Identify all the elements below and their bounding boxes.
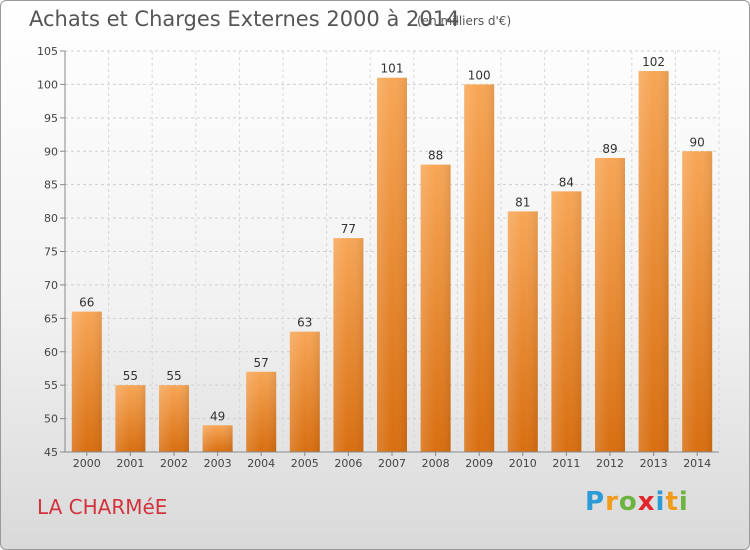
x-tick-label: 2011 [552,457,580,470]
y-tick-label: 70 [44,279,58,292]
logo-letter: i [655,487,666,517]
bar-sheen [333,238,364,452]
x-tick-label: 2013 [640,457,668,470]
y-tick-label: 100 [37,78,58,91]
bar-sheen [115,385,146,452]
bar-sheen [159,385,189,452]
bar-sheen [377,77,407,452]
bar-sheen [682,151,713,452]
bar-sheen [638,71,669,453]
proxiti-logo: Proxiti [585,487,689,517]
x-tick-label: 2012 [596,457,624,470]
y-tick-label: 80 [44,212,58,225]
logo-letter: x [637,487,656,517]
y-tick-label: 105 [37,45,58,58]
data-label: 89 [602,142,617,156]
logo-letter: P [585,487,606,517]
bar-sheen [289,331,320,452]
data-label: 63 [297,316,312,330]
bar-sheen [464,84,495,453]
x-tick-label: 2006 [334,457,362,470]
y-tick-label: 75 [44,246,58,259]
data-label: 49 [210,409,225,423]
x-tick-label: 2010 [509,457,537,470]
data-label: 101 [381,62,404,76]
x-tick-label: 2007 [378,457,406,470]
data-label: 100 [468,68,491,82]
logo-letter: t [665,487,679,517]
data-label: 88 [428,149,443,163]
y-tick-label: 90 [44,145,58,158]
data-label: 90 [690,135,705,149]
x-tick-label: 2005 [291,457,319,470]
bar-sheen [551,191,582,452]
x-tick-label: 2008 [422,457,450,470]
x-tick-label: 2001 [116,457,144,470]
data-label: 57 [254,356,269,370]
bar-sheen [246,371,277,452]
x-tick-label: 2004 [247,457,275,470]
y-tick-label: 60 [44,346,58,359]
data-label: 81 [515,195,530,209]
y-tick-label: 55 [44,379,58,392]
bar-sheen [202,425,233,452]
y-tick-label: 50 [44,413,58,426]
data-label: 84 [559,175,574,189]
logo-letter: i [678,487,689,517]
data-label: 55 [123,369,138,383]
place-name: LA CHARMéE [37,495,168,519]
logo-letter: r [605,487,619,517]
x-tick-label: 2002 [160,457,188,470]
bar-sheen [595,157,625,452]
chart-subtitle: (en milliers d'€) [417,14,512,28]
x-tick-label: 2009 [465,457,493,470]
bar-sheen [420,164,451,452]
logo-letter: o [618,487,638,517]
x-tick-label: 2000 [73,457,101,470]
data-label: 77 [341,222,356,236]
data-label: 55 [166,369,181,383]
x-tick-label: 2003 [204,457,232,470]
y-tick-label: 65 [44,312,58,325]
bar-sheen [71,311,102,452]
y-tick-label: 85 [44,179,58,192]
y-tick-label: 45 [44,446,58,459]
y-tick-label: 95 [44,112,58,125]
data-label: 66 [79,296,94,310]
bar-sheen [507,211,538,452]
x-tick-label: 2014 [683,457,711,470]
chart-title: Achats et Charges Externes 2000 à 2014 [29,7,460,31]
data-label: 102 [642,55,665,69]
